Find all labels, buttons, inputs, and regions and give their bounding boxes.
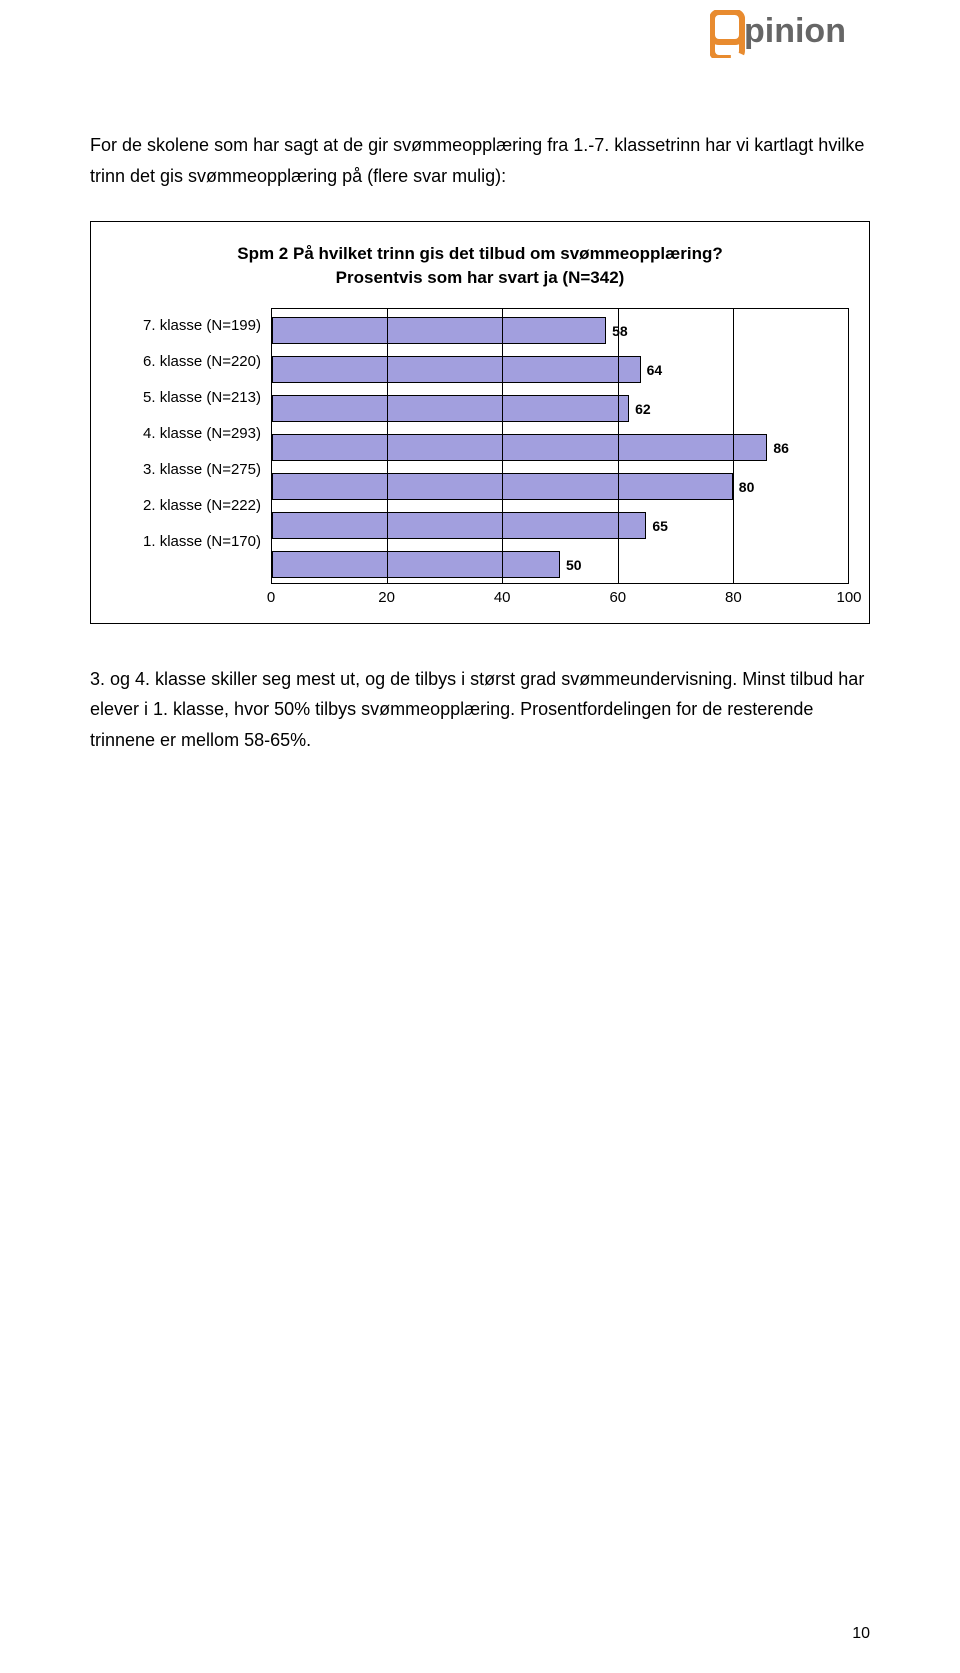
x-tick: 20 [378, 589, 395, 606]
x-tick: 0 [267, 589, 275, 606]
bar [272, 356, 641, 383]
chart-title: Spm 2 På hvilket trinn gis det tilbud om… [111, 242, 849, 290]
chart-title-line1: Spm 2 På hvilket trinn gis det tilbud om… [237, 244, 723, 263]
chart-title-line2: Prosentvis som har svart ja (N=342) [336, 268, 625, 287]
bar-value: 58 [612, 323, 628, 339]
logo-text: pinion [744, 12, 846, 50]
bar [272, 395, 629, 422]
bar [272, 551, 560, 578]
bar-row: 64 [272, 352, 848, 388]
page-number: 10 [852, 1625, 870, 1643]
category-label: 3. klasse (N=275) [111, 452, 261, 488]
bar-row: 86 [272, 430, 848, 466]
bar-row: 65 [272, 508, 848, 544]
category-label: 6. klasse (N=220) [111, 344, 261, 380]
bar-row: 62 [272, 391, 848, 427]
bar-row: 58 [272, 313, 848, 349]
bar-row: 50 [272, 547, 848, 583]
x-tick: 60 [609, 589, 626, 606]
bar-value: 65 [652, 518, 668, 534]
bar-row: 80 [272, 469, 848, 505]
category-label: 7. klasse (N=199) [111, 308, 261, 344]
y-axis-labels: 7. klasse (N=199)6. klasse (N=220)5. kla… [111, 308, 271, 613]
x-tick: 40 [494, 589, 511, 606]
bar-value: 64 [647, 362, 663, 378]
bar [272, 317, 606, 344]
bar [272, 434, 767, 461]
category-label: 5. klasse (N=213) [111, 380, 261, 416]
bar-value: 50 [566, 557, 582, 573]
chart-container: Spm 2 På hvilket trinn gis det tilbud om… [90, 221, 870, 624]
bar-value: 86 [773, 440, 789, 456]
plot-area: 58646286806550 020406080100 [271, 308, 849, 613]
bar-value: 80 [739, 479, 755, 495]
gridline [387, 309, 388, 583]
bar [272, 512, 646, 539]
x-tick: 100 [836, 589, 861, 606]
category-label: 4. klasse (N=293) [111, 416, 261, 452]
x-axis-ticks: 020406080100 [271, 589, 849, 613]
gridline [733, 309, 734, 583]
x-tick: 80 [725, 589, 742, 606]
intro-paragraph: For de skolene som har sagt at de gir sv… [90, 130, 870, 191]
bar-value: 62 [635, 401, 651, 417]
body-paragraph: 3. og 4. klasse skiller seg mest ut, og … [90, 664, 870, 756]
category-label: 2. klasse (N=222) [111, 488, 261, 524]
category-label: 1. klasse (N=170) [111, 524, 261, 560]
gridline [618, 309, 619, 583]
gridline [502, 309, 503, 583]
brand-logo: pinion [710, 10, 890, 58]
